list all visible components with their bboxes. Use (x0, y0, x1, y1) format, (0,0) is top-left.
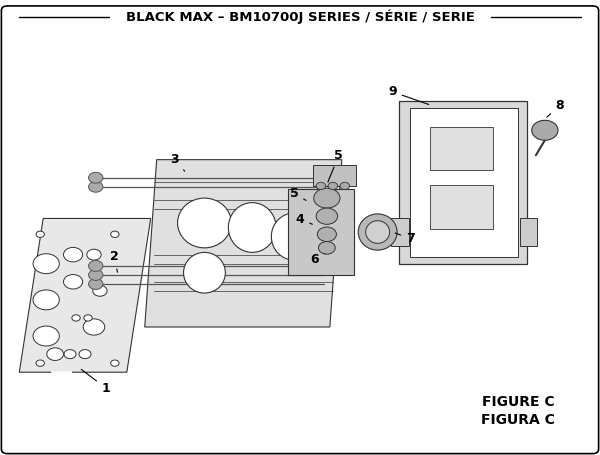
Circle shape (89, 182, 103, 192)
Circle shape (33, 290, 59, 310)
Text: 1: 1 (81, 369, 110, 394)
Circle shape (89, 261, 103, 271)
Circle shape (36, 231, 44, 238)
Text: 4: 4 (296, 213, 313, 226)
Ellipse shape (365, 221, 389, 243)
FancyBboxPatch shape (430, 126, 493, 170)
Circle shape (93, 285, 107, 296)
FancyBboxPatch shape (391, 217, 409, 247)
Circle shape (84, 315, 92, 321)
Text: 2: 2 (110, 250, 119, 272)
Circle shape (110, 360, 119, 366)
Circle shape (64, 349, 76, 359)
Polygon shape (410, 108, 518, 257)
Text: 9: 9 (388, 86, 429, 105)
FancyBboxPatch shape (430, 186, 493, 229)
Polygon shape (19, 218, 151, 372)
Circle shape (33, 254, 59, 273)
FancyBboxPatch shape (520, 217, 537, 247)
Circle shape (47, 348, 64, 360)
Circle shape (317, 227, 337, 242)
Ellipse shape (178, 198, 232, 248)
Ellipse shape (358, 214, 397, 250)
Text: 5: 5 (290, 187, 306, 200)
Circle shape (110, 231, 119, 238)
Circle shape (340, 182, 350, 190)
Text: 7: 7 (395, 233, 415, 245)
Circle shape (87, 249, 101, 260)
Text: FIGURA C: FIGURA C (481, 413, 555, 427)
Text: 5: 5 (328, 149, 343, 182)
FancyBboxPatch shape (313, 165, 356, 186)
Circle shape (89, 278, 103, 289)
Ellipse shape (271, 213, 317, 260)
Circle shape (319, 242, 335, 254)
Circle shape (33, 326, 59, 346)
Text: 3: 3 (170, 153, 185, 171)
Circle shape (89, 269, 103, 280)
Circle shape (36, 360, 44, 366)
Circle shape (83, 319, 105, 335)
Polygon shape (398, 101, 527, 264)
Circle shape (532, 120, 558, 140)
Circle shape (314, 188, 340, 208)
Circle shape (64, 274, 83, 289)
Text: FIGURE C: FIGURE C (482, 394, 554, 409)
Ellipse shape (229, 202, 276, 253)
Circle shape (79, 349, 91, 359)
Text: 8: 8 (547, 99, 564, 117)
Circle shape (89, 172, 103, 183)
Text: 6: 6 (311, 253, 325, 266)
FancyBboxPatch shape (288, 189, 354, 275)
Circle shape (64, 248, 83, 262)
Circle shape (328, 182, 338, 190)
Circle shape (316, 182, 326, 190)
Ellipse shape (184, 253, 226, 293)
Text: BLACK MAX – BM10700J SERIES / SÉRIE / SERIE: BLACK MAX – BM10700J SERIES / SÉRIE / SE… (125, 10, 475, 25)
Polygon shape (145, 160, 342, 327)
Circle shape (72, 315, 80, 321)
Circle shape (316, 208, 338, 224)
